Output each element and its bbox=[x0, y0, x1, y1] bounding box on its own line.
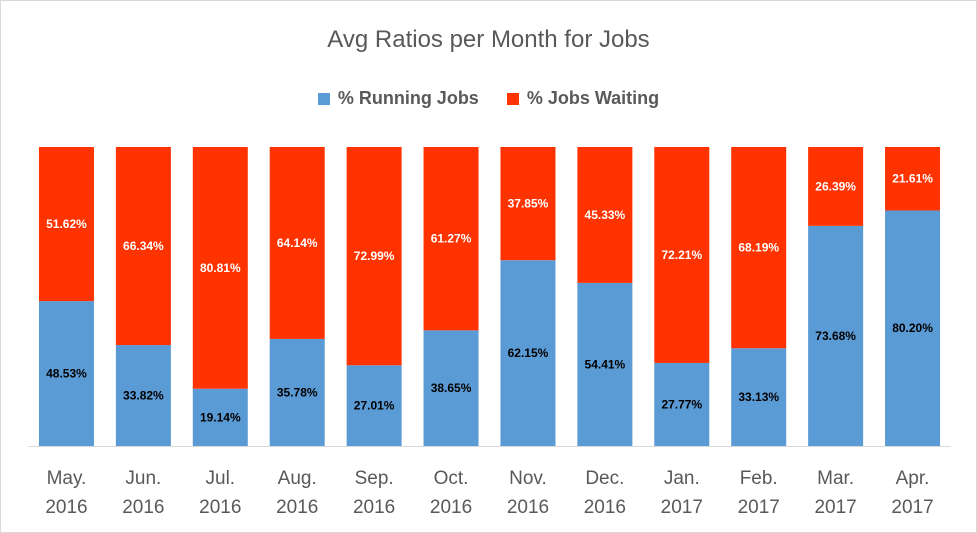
x-tick-label-line-11-0: Apr. bbox=[896, 468, 930, 489]
chart-legend: % Running Jobs % Jobs Waiting bbox=[0, 88, 977, 109]
legend-swatch-waiting bbox=[506, 92, 519, 105]
x-tick-label-9: Feb. 2017 bbox=[738, 468, 780, 518]
chart-title: Avg Ratios per Month for Jobs bbox=[327, 26, 650, 53]
bar-label-running-5: 38.65% bbox=[431, 381, 472, 395]
bar-label-waiting-1: 66.34% bbox=[123, 239, 164, 253]
x-tick-label-line-8-1: 2017 bbox=[661, 497, 703, 518]
bar-running-7 bbox=[577, 282, 633, 446]
x-tick-label-line-0-1: 2016 bbox=[45, 497, 87, 518]
bar-label-running-2: 19.14% bbox=[200, 410, 241, 424]
bar-label-running-7: 54.41% bbox=[585, 357, 626, 371]
bar-waiting-2 bbox=[192, 147, 248, 389]
bar-label-waiting-4: 72.99% bbox=[354, 249, 395, 263]
bar-running-11 bbox=[885, 210, 941, 446]
bar-label-waiting-8: 72.21% bbox=[661, 248, 702, 262]
bar-label-running-1: 33.82% bbox=[123, 389, 164, 403]
x-tick-label-line-11-1: 2017 bbox=[891, 497, 933, 518]
x-tick-label-line-3-1: 2016 bbox=[276, 497, 318, 518]
bar-waiting-10 bbox=[808, 147, 864, 226]
bars-group: 48.53% 51.62% 33.82% 66.34% 19.14% 80.81% 35.7… bbox=[38, 147, 941, 446]
legend-item-waiting: % Jobs Waiting bbox=[506, 88, 660, 109]
x-tick-label-line-9-1: 2017 bbox=[738, 497, 780, 518]
x-tick-label-5: Oct. 2016 bbox=[430, 468, 472, 518]
bar-label-waiting-7: 45.33% bbox=[585, 208, 626, 222]
bar-waiting-11 bbox=[885, 147, 941, 211]
x-tick-label-line-9-0: Feb. bbox=[740, 468, 778, 489]
bar-running-10 bbox=[808, 225, 864, 446]
legend-label-waiting: % Jobs Waiting bbox=[526, 88, 660, 108]
x-tick-label-line-2-1: 2016 bbox=[199, 497, 241, 518]
bar-waiting-9 bbox=[731, 147, 787, 349]
x-tick-label-line-7-1: 2016 bbox=[584, 497, 626, 518]
bar-running-3 bbox=[269, 338, 325, 446]
bar-label-running-8: 27.77% bbox=[661, 397, 702, 411]
legend-label-running: % Running Jobs bbox=[337, 88, 479, 108]
bar-running-1 bbox=[115, 345, 171, 446]
bar-label-running-11: 80.20% bbox=[892, 321, 933, 335]
x-tick-label-line-6-1: 2016 bbox=[507, 497, 549, 518]
x-tick-label-11: Apr. 2017 bbox=[891, 468, 933, 518]
bar-label-running-9: 33.13% bbox=[738, 390, 779, 404]
legend-swatch-running bbox=[317, 92, 330, 105]
x-tick-label-line-6-0: Nov. bbox=[509, 468, 547, 489]
bar-running-9 bbox=[731, 348, 787, 446]
bar-waiting-4 bbox=[346, 147, 402, 366]
bar-waiting-8 bbox=[654, 147, 710, 363]
bar-label-running-3: 35.78% bbox=[277, 385, 318, 399]
bar-waiting-1 bbox=[115, 147, 171, 346]
x-tick-label-line-1-1: 2016 bbox=[122, 497, 164, 518]
x-tick-label-line-4-1: 2016 bbox=[353, 497, 395, 518]
bar-waiting-7 bbox=[577, 147, 633, 283]
bar-running-5 bbox=[423, 330, 479, 446]
bar-label-running-4: 27.01% bbox=[354, 399, 395, 413]
bar-label-waiting-2: 80.81% bbox=[200, 261, 241, 275]
bar-label-waiting-6: 37.85% bbox=[508, 197, 549, 211]
x-tick-label-line-0-0: May. bbox=[47, 468, 87, 489]
x-tick-label-6: Nov. 2016 bbox=[507, 468, 549, 518]
bar-waiting-3 bbox=[269, 147, 325, 339]
bar-running-0 bbox=[38, 301, 94, 446]
bar-waiting-5 bbox=[423, 147, 479, 331]
x-tick-label-8: Jan. 2017 bbox=[661, 468, 703, 518]
bar-label-running-0: 48.53% bbox=[46, 367, 87, 381]
bar-label-waiting-9: 68.19% bbox=[738, 241, 779, 255]
x-tick-label-line-2-0: Jul. bbox=[206, 468, 236, 489]
x-tick-label-7: Dec. 2016 bbox=[584, 468, 626, 518]
x-tick-label-line-5-0: Oct. bbox=[434, 468, 469, 489]
x-tick-label-1: Jun. 2016 bbox=[122, 468, 164, 518]
x-tick-label-2: Jul. 2016 bbox=[199, 468, 241, 518]
x-tick-label-line-8-0: Jan. bbox=[664, 468, 700, 489]
bar-label-waiting-5: 61.27% bbox=[431, 232, 472, 246]
bar-waiting-0 bbox=[38, 147, 94, 302]
x-tick-label-line-7-0: Dec. bbox=[585, 468, 624, 489]
bar-label-running-6: 62.15% bbox=[508, 346, 549, 360]
bar-label-waiting-3: 64.14% bbox=[277, 236, 318, 250]
bar-label-running-10: 73.68% bbox=[815, 329, 856, 343]
x-tick-label-line-1-0: Jun. bbox=[125, 468, 161, 489]
x-tick-label-line-3-0: Aug. bbox=[278, 468, 317, 489]
x-tick-label-3: Aug. 2016 bbox=[276, 468, 318, 518]
x-tick-label-line-10-1: 2017 bbox=[814, 497, 856, 518]
x-tick-label-line-5-1: 2016 bbox=[430, 497, 472, 518]
bar-running-8 bbox=[654, 362, 710, 446]
bar-running-2 bbox=[192, 388, 248, 446]
bar-label-waiting-0: 51.62% bbox=[46, 217, 87, 231]
x-tick-label-0: May. 2016 bbox=[45, 468, 87, 518]
bar-label-waiting-11: 21.61% bbox=[892, 172, 933, 186]
x-tick-labels: May. 2016 Jun. 2016 Jul. 2016 Aug. 2016 Sep. 2016… bbox=[45, 468, 933, 518]
x-tick-label-4: Sep. 2016 bbox=[353, 468, 395, 518]
x-tick-label-10: Mar. 2017 bbox=[814, 468, 856, 518]
bar-waiting-6 bbox=[500, 147, 556, 261]
bar-running-6 bbox=[500, 260, 556, 446]
bar-running-4 bbox=[346, 365, 402, 446]
x-tick-label-line-10-0: Mar. bbox=[817, 468, 854, 489]
bar-label-waiting-10: 26.39% bbox=[815, 179, 856, 193]
x-tick-label-line-4-0: Sep. bbox=[355, 468, 394, 489]
legend-item-running: % Running Jobs bbox=[317, 88, 479, 109]
